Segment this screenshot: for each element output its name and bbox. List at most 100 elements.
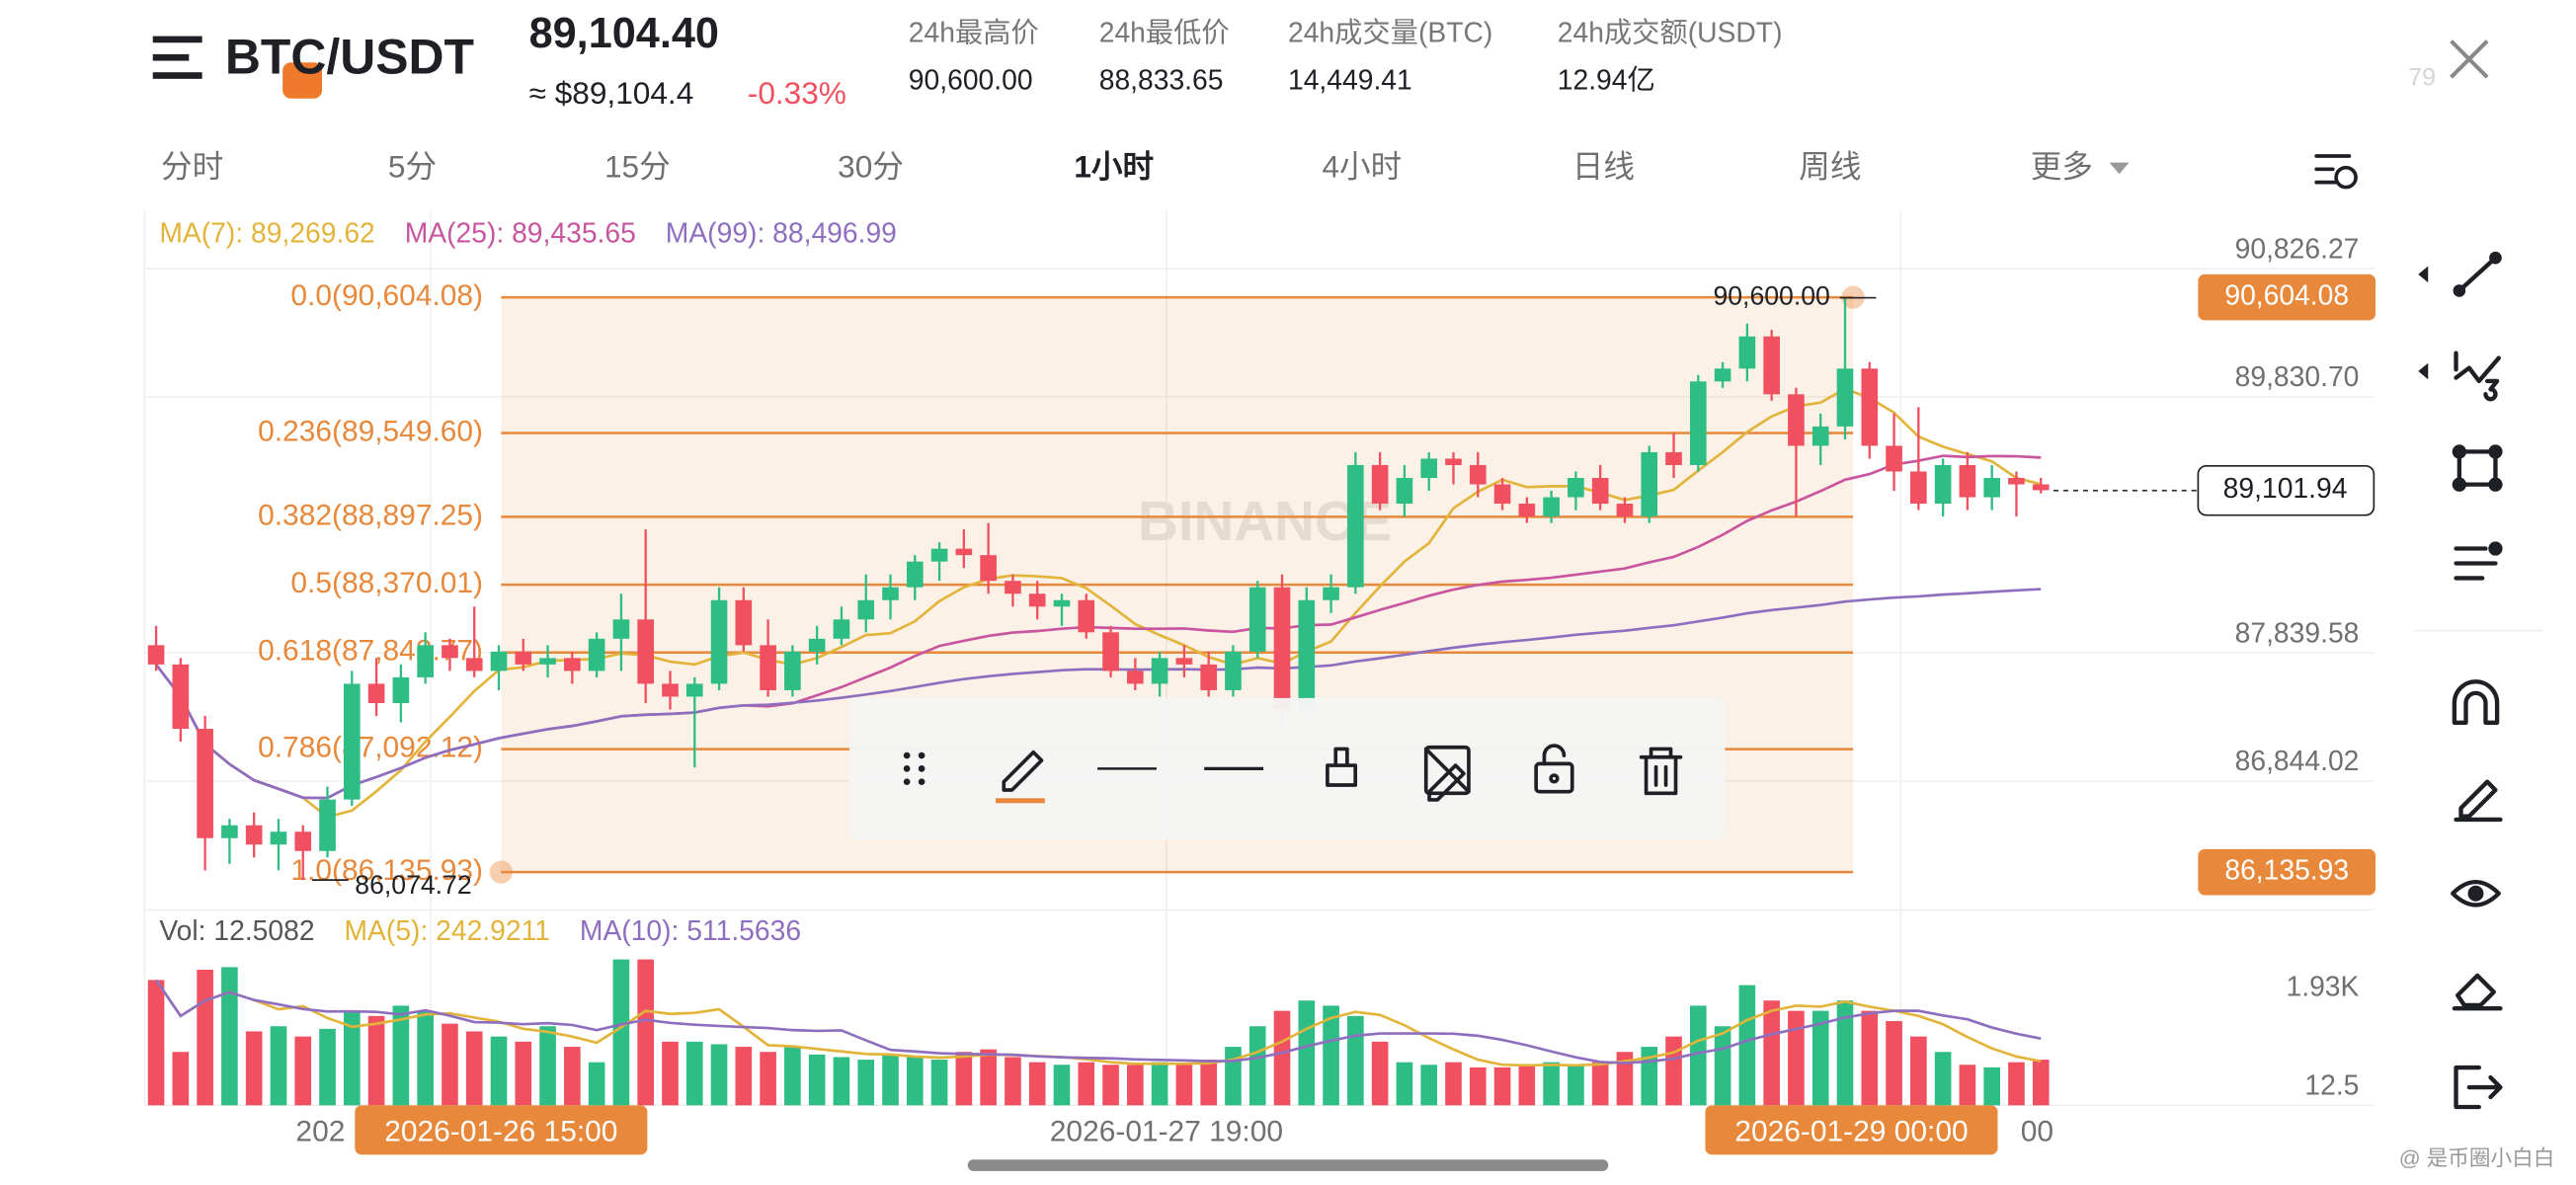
candle-body	[319, 799, 336, 851]
candle-body	[1248, 587, 1266, 652]
candle-body	[882, 587, 899, 600]
volume-label: MA(10): 511.5636	[580, 914, 801, 946]
price-tag	[2198, 848, 2376, 896]
volume-bar	[2008, 1062, 2025, 1106]
candle-body	[1983, 477, 2000, 498]
last-price-tag	[2197, 464, 2375, 516]
candle-body	[2008, 477, 2025, 485]
timeframe-tab[interactable]: 5分	[388, 149, 437, 185]
ma-label: MA(25): 89,435.65	[405, 216, 636, 248]
candle-body	[1641, 451, 1658, 517]
volume-bar	[1078, 1062, 1095, 1106]
volume-bar	[1983, 1066, 2000, 1106]
object-toolbar	[848, 697, 1726, 839]
timeframe-tab[interactable]: 更多	[2031, 149, 2093, 185]
volume-bar	[1910, 1036, 1927, 1106]
candle-body	[637, 619, 655, 684]
y-tick-label: 90,826.27	[2235, 232, 2360, 264]
candle-body	[1347, 464, 1364, 588]
time-label: 2026-01-29 00:00	[1734, 1116, 1968, 1148]
hide-button[interactable]	[1423, 745, 1471, 802]
candle-body	[1763, 336, 1780, 395]
fill-button[interactable]	[1326, 747, 1358, 787]
y-tick-label: 87,839.58	[2235, 616, 2360, 648]
lock-button[interactable]	[1534, 744, 1574, 794]
exit-tool[interactable]	[2454, 1065, 2503, 1110]
price-tag-label: 90,604.08	[2224, 279, 2349, 311]
candle-body	[172, 664, 190, 730]
volume-bar	[197, 969, 213, 1106]
volume-bar	[637, 959, 655, 1106]
volume-bar	[367, 1015, 385, 1106]
volume-bar	[417, 1010, 434, 1106]
candle-body	[1298, 599, 1316, 710]
volume-bar	[1836, 1000, 1854, 1106]
candle-body	[465, 658, 483, 672]
candle-body	[2032, 484, 2050, 491]
low-marker: 86,074.72	[355, 870, 471, 900]
candle-body	[1151, 658, 1168, 684]
candle-body	[1811, 426, 1829, 446]
volume-bar	[735, 1047, 753, 1106]
magnet-tool[interactable]	[2452, 679, 2500, 725]
timeframe-tab[interactable]: 4小时	[1322, 149, 1402, 185]
stat-value: 14,449.41	[1288, 64, 1412, 96]
candle-body	[1493, 484, 1511, 505]
volume-bar	[685, 1041, 703, 1106]
timeframe-tab[interactable]: 30分	[838, 149, 904, 185]
candle-body	[1371, 464, 1389, 505]
volume-bar	[930, 1060, 948, 1106]
volume-bar	[1005, 1057, 1021, 1106]
delete-button[interactable]	[1639, 747, 1683, 796]
logo	[152, 36, 323, 99]
time-badge	[1705, 1105, 1998, 1155]
time-label: 00	[2021, 1116, 2053, 1148]
volume-bar	[1934, 1052, 1952, 1106]
drag-handle[interactable]	[903, 751, 926, 786]
volume-bar	[1518, 1065, 1536, 1106]
volume-bar	[1102, 1065, 1119, 1106]
volume-bar	[906, 1057, 924, 1106]
visibility-tool[interactable]	[2451, 879, 2501, 908]
volume-bar	[1151, 1062, 1168, 1106]
stat-label: 24h最高价	[909, 16, 1039, 47]
volume-ma-line	[154, 979, 2042, 1065]
fib-label: 0.786(87,092.12)	[258, 731, 483, 763]
timeframe-tab[interactable]: 周线	[1799, 149, 1861, 185]
eraser-tool[interactable]	[2452, 973, 2503, 1011]
pencil-tool[interactable]	[2454, 779, 2503, 823]
fib-handle	[489, 860, 513, 884]
chart-settings[interactable]	[2314, 154, 2358, 190]
volume-bar	[1248, 1026, 1266, 1106]
dropdown-arrow	[2109, 162, 2130, 175]
time-label: 202	[295, 1116, 345, 1148]
lines-tool[interactable]	[2454, 541, 2503, 581]
volume-bar	[1420, 1065, 1438, 1106]
candle-body	[955, 548, 973, 556]
candle-body	[1934, 464, 1952, 505]
candle-body	[1127, 671, 1144, 684]
timeframe-tab[interactable]: 1小时	[1074, 149, 1154, 185]
volume-label: Vol: 12.5082	[159, 914, 314, 946]
volume-ma-line	[154, 979, 2042, 1067]
scrollbar[interactable]	[967, 1159, 1609, 1171]
timeframe-tab[interactable]: 15分	[604, 149, 671, 185]
candle-body	[1445, 458, 1462, 465]
edit-button[interactable]	[995, 750, 1045, 804]
candle-body	[857, 599, 875, 620]
close-button[interactable]	[2450, 40, 2489, 79]
time-badge	[355, 1105, 648, 1155]
shape-tool[interactable]	[2452, 444, 2503, 492]
timeframe-tab[interactable]: 分时	[161, 149, 223, 185]
fib-tool[interactable]	[2454, 351, 2501, 402]
trend-line-tool[interactable]	[2453, 251, 2502, 297]
price-usd: ≈ $89,104.4	[529, 75, 694, 111]
fib-label: 0.5(88,370.01)	[290, 567, 483, 599]
volume-bar	[1396, 1062, 1413, 1106]
timeframe-tab[interactable]: 日线	[1572, 149, 1635, 185]
volume-bar	[147, 980, 165, 1106]
price-change: -0.33%	[748, 75, 846, 111]
candle-body	[906, 561, 924, 588]
volume-bar	[442, 1023, 458, 1106]
